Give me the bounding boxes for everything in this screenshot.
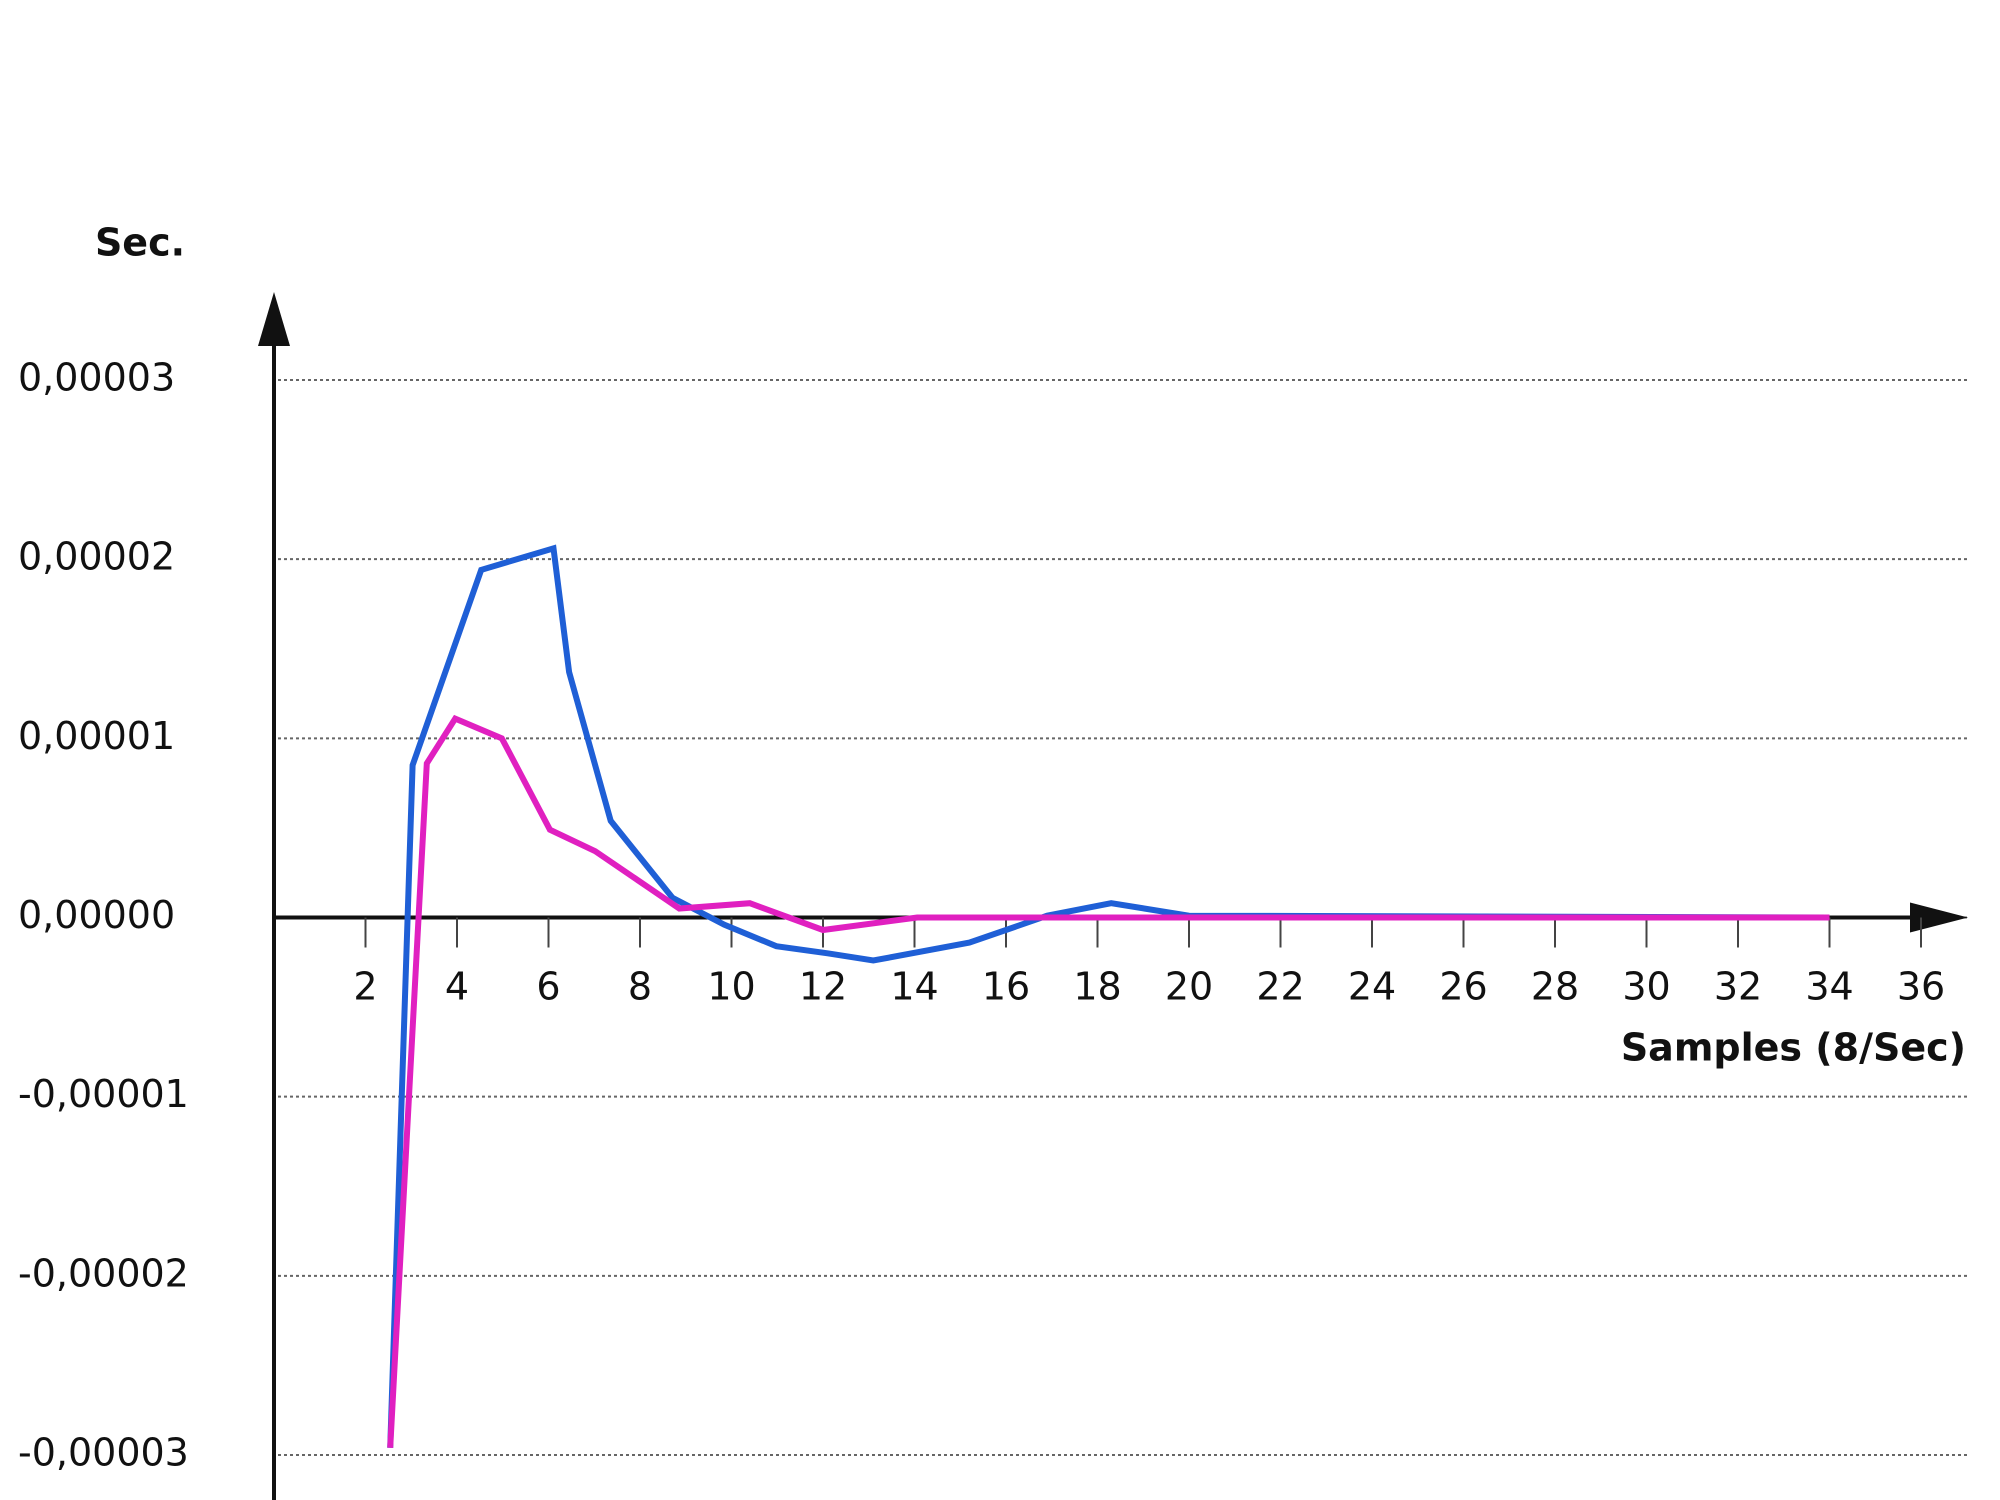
y-tick-label: -0,00002 xyxy=(18,1251,189,1295)
x-tick-label: 14 xyxy=(890,965,938,1009)
series-line xyxy=(387,544,1830,1448)
x-tick-label: 2 xyxy=(353,965,377,1009)
x-tick-label: 6 xyxy=(536,965,560,1009)
y-tick-label: 0,00002 xyxy=(18,535,175,579)
x-tick-label: 34 xyxy=(1805,965,1853,1009)
x-tick-label: 10 xyxy=(707,965,755,1009)
x-tick-label: 20 xyxy=(1165,965,1213,1009)
x-tick-label: 30 xyxy=(1622,965,1670,1009)
x-tick-label: 4 xyxy=(445,965,469,1009)
x-tick-label: 18 xyxy=(1073,965,1121,1009)
x-tick-label: 36 xyxy=(1897,965,1945,1009)
y-tick-label: -0,00003 xyxy=(18,1431,189,1475)
x-axis-arrow xyxy=(1910,902,1968,933)
x-tick-label: 32 xyxy=(1714,965,1762,1009)
series-line xyxy=(387,714,1830,1448)
x-tick-label: 16 xyxy=(982,965,1030,1009)
y-axis-arrow xyxy=(258,292,290,346)
x-tick-label: 26 xyxy=(1439,965,1487,1009)
y-tick-label: 0,00003 xyxy=(18,356,175,400)
y-tick-label: 0,00001 xyxy=(18,714,175,758)
x-tick-label: 8 xyxy=(628,965,652,1009)
y-tick-label: -0,00001 xyxy=(18,1072,189,1116)
x-tick-label: 24 xyxy=(1348,965,1396,1009)
x-tick-label: 22 xyxy=(1256,965,1304,1009)
y-tick-label: 0,00000 xyxy=(18,893,175,937)
x-axis-label: Samples (8/Sec) xyxy=(1621,1026,1966,1070)
x-tick-label: 28 xyxy=(1531,965,1579,1009)
x-tick-label: 12 xyxy=(799,965,847,1009)
y-axis-label: Sec. xyxy=(95,221,185,265)
